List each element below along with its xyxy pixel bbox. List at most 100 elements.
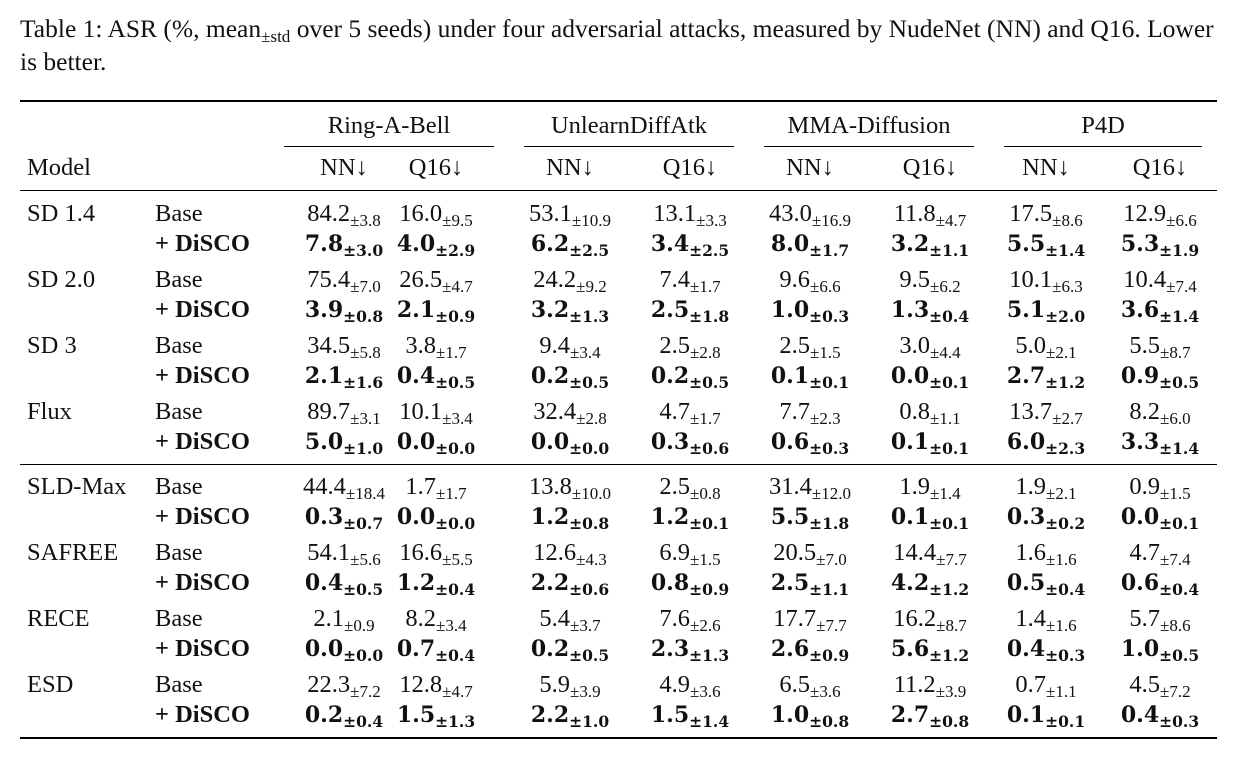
cell-mean: 3.2 bbox=[890, 231, 930, 257]
variant-label-disco: + DiSCO bbox=[155, 230, 250, 257]
cell-mean: 24.2 bbox=[533, 266, 577, 293]
table-cell: 0.1±0.1 bbox=[891, 503, 969, 533]
cell-std: ±0.5 bbox=[569, 373, 610, 392]
metric-header: NN↓ bbox=[546, 154, 594, 181]
table-cell: 0.1±0.1 bbox=[1007, 701, 1085, 731]
cell-std: ±2.1 bbox=[1046, 343, 1077, 362]
attack-header-unlearndiffatk: UnlearnDiffAtk bbox=[550, 112, 708, 139]
table-cell: 0.0±0.0 bbox=[305, 635, 383, 665]
table-cell: 89.7±3.1 bbox=[307, 398, 380, 428]
table-cell: 20.5±7.0 bbox=[773, 539, 846, 569]
table-cell: 6.2±2.5 bbox=[531, 230, 609, 260]
table-cell: 5.9±3.9 bbox=[539, 671, 600, 701]
cell-std: ±2.0 bbox=[1045, 307, 1086, 326]
cell-mean: 0.6 bbox=[1120, 570, 1160, 596]
cell-mean: 1.2 bbox=[530, 504, 570, 530]
cell-mean: 4.2 bbox=[890, 570, 930, 596]
model-name-sd-2-0: SD 2.0 bbox=[27, 266, 96, 293]
cell-mean: 1.9 bbox=[1015, 473, 1047, 500]
cell-mean: 0.8 bbox=[650, 570, 690, 596]
cell-std: ±9.2 bbox=[576, 277, 607, 296]
table-cell: 0.7±0.4 bbox=[397, 635, 475, 665]
cell-std: ±0.4 bbox=[1159, 580, 1200, 599]
cell-mean: 0.0 bbox=[890, 363, 930, 389]
attack-underline-p4d bbox=[1004, 146, 1202, 148]
cell-std: ±8.6 bbox=[1052, 211, 1083, 230]
cell-std: ±3.1 bbox=[350, 409, 381, 428]
table-cell: 5.3±1.9 bbox=[1121, 230, 1199, 260]
cell-std: ±0.8 bbox=[929, 712, 970, 731]
variant-label-disco: + DiSCO bbox=[155, 428, 250, 455]
cell-mean: 17.7 bbox=[773, 605, 817, 632]
metric-header: NN↓ bbox=[786, 154, 834, 181]
table-cell: 2.2±0.6 bbox=[531, 569, 609, 599]
cell-mean: 5.3 bbox=[1120, 231, 1160, 257]
cell-mean: 4.9 bbox=[659, 671, 691, 698]
cell-mean: 1.0 bbox=[770, 702, 810, 728]
cell-std: ±16.9 bbox=[811, 211, 851, 230]
cell-mean: 0.9 bbox=[1129, 473, 1161, 500]
cell-mean: 1.0 bbox=[1120, 636, 1160, 662]
variant-label-disco: + DiSCO bbox=[155, 503, 250, 530]
table-cell: 5.7±8.6 bbox=[1129, 605, 1190, 635]
cell-std: ±1.5 bbox=[690, 550, 721, 569]
cell-std: ±0.9 bbox=[435, 307, 476, 326]
cell-mean: 6.2 bbox=[530, 231, 570, 257]
cell-mean: 5.0 bbox=[1015, 332, 1047, 359]
table-cell: 16.2±8.7 bbox=[893, 605, 966, 635]
cell-mean: 2.1 bbox=[396, 297, 436, 323]
table-cell: 1.0±0.3 bbox=[771, 296, 849, 326]
attack-header-ring-a-bell: Ring-A-Bell bbox=[327, 112, 451, 139]
cell-mean: 3.0 bbox=[899, 332, 931, 359]
group-separator-rule bbox=[20, 464, 1217, 466]
cell-std: ±0.0 bbox=[569, 439, 610, 458]
cell-mean: 0.0 bbox=[530, 429, 570, 455]
cell-std: ±1.5 bbox=[1160, 484, 1191, 503]
table-cell: 8.2±3.4 bbox=[405, 605, 466, 635]
cell-mean: 0.7 bbox=[1015, 671, 1047, 698]
model-name-sd-3: SD 3 bbox=[27, 332, 77, 359]
cell-std: ±3.3 bbox=[696, 211, 727, 230]
cell-mean: 9.4 bbox=[539, 332, 571, 359]
table-caption: Table 1: ASR (%, mean±std over 5 seeds) … bbox=[20, 12, 1215, 78]
table-cell: 4.7±1.7 bbox=[659, 398, 720, 428]
table-cell: 2.2±1.0 bbox=[531, 701, 609, 731]
variant-label-base: Base bbox=[155, 200, 203, 227]
cell-std: ±1.4 bbox=[689, 712, 730, 731]
cell-std: ±2.3 bbox=[810, 409, 841, 428]
attack-header-mma-diffusion: MMA-Diffusion bbox=[787, 112, 951, 139]
cell-std: ±2.6 bbox=[690, 616, 721, 635]
cell-std: ±3.4 bbox=[570, 343, 601, 362]
cell-std: ±0.1 bbox=[1159, 514, 1200, 533]
cell-mean: 84.2 bbox=[307, 200, 351, 227]
table-cell: 5.5±1.8 bbox=[771, 503, 849, 533]
table-cell: 84.2±3.8 bbox=[307, 200, 380, 230]
table-cell: 6.9±1.5 bbox=[659, 539, 720, 569]
cell-std: ±0.5 bbox=[1159, 373, 1200, 392]
table-cell: 0.0±0.0 bbox=[397, 428, 475, 458]
table-cell: 4.5±7.2 bbox=[1129, 671, 1190, 701]
cell-mean: 17.5 bbox=[1009, 200, 1053, 227]
cell-mean: 0.4 bbox=[304, 570, 344, 596]
cell-mean: 5.5 bbox=[1006, 231, 1046, 257]
cell-mean: 7.8 bbox=[304, 231, 344, 257]
table-cell: 3.2±1.3 bbox=[531, 296, 609, 326]
cell-std: ±2.9 bbox=[435, 241, 476, 260]
table-cell: 1.9±2.1 bbox=[1015, 473, 1076, 503]
table-cell: 1.2±0.4 bbox=[397, 569, 475, 599]
table-cell: 0.3±0.7 bbox=[305, 503, 383, 533]
cell-mean: 0.2 bbox=[530, 363, 570, 389]
cell-std: ±5.6 bbox=[350, 550, 381, 569]
table-cell: 6.5±3.6 bbox=[779, 671, 840, 701]
cell-mean: 5.5 bbox=[770, 504, 810, 530]
cell-std: ±2.3 bbox=[1045, 439, 1086, 458]
table-cell: 0.2±0.5 bbox=[531, 362, 609, 392]
table-cell: 6.0±2.3 bbox=[1007, 428, 1085, 458]
table-cell: 2.5±1.1 bbox=[771, 569, 849, 599]
cell-mean: 3.4 bbox=[650, 231, 690, 257]
table-cell: 0.3±0.2 bbox=[1007, 503, 1085, 533]
cell-mean: 22.3 bbox=[307, 671, 351, 698]
cell-std: ±6.2 bbox=[930, 277, 961, 296]
cell-std: ±1.7 bbox=[690, 277, 721, 296]
table-cell: 1.5±1.3 bbox=[397, 701, 475, 731]
